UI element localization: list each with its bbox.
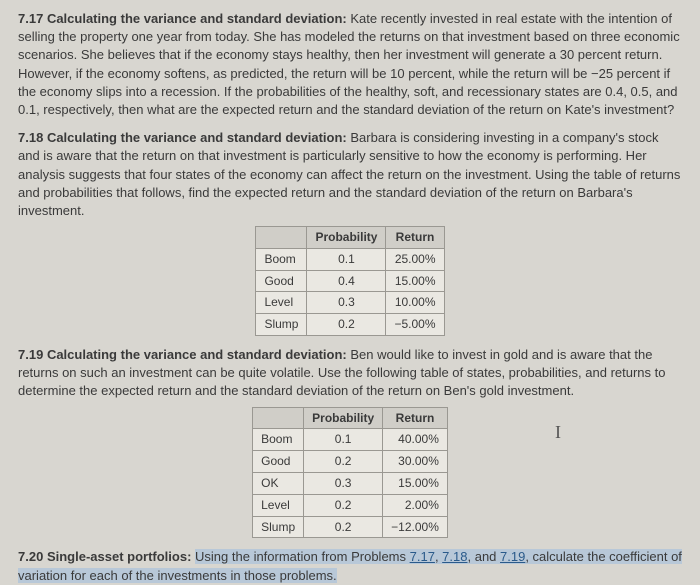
state-cell: Slump [253, 516, 304, 538]
table-header-probability: Probability [307, 227, 386, 249]
state-cell: Good [253, 451, 304, 473]
state-cell: Level [253, 494, 304, 516]
problem-720-text: 7.20 Single-asset portfolios: Using the … [18, 548, 682, 584]
return-cell: 10.00% [386, 292, 444, 314]
prob-cell: 0.2 [304, 451, 383, 473]
table-header-blank [253, 407, 304, 429]
return-cell: 40.00% [383, 429, 448, 451]
state-cell: Slump [256, 314, 307, 336]
problem-number: 7.19 [18, 347, 43, 362]
return-cell: 15.00% [383, 473, 448, 495]
table-row: Good 0.2 30.00% [253, 451, 448, 473]
problem-number: 7.18 [18, 130, 43, 145]
problem-719-text: 7.19 Calculating the variance and standa… [18, 346, 682, 401]
text-cursor-icon: I [555, 420, 561, 445]
table-header-probability: Probability [304, 407, 383, 429]
prob-cell: 0.2 [307, 314, 386, 336]
return-cell: −12.00% [383, 516, 448, 538]
table-718: Probability Return Boom 0.1 25.00% Good … [255, 226, 444, 336]
return-cell: −5.00% [386, 314, 444, 336]
problem-body: Kate recently invested in real estate wi… [18, 11, 680, 117]
prob-cell: 0.2 [304, 516, 383, 538]
prob-cell: 0.3 [307, 292, 386, 314]
prob-cell: 0.4 [307, 270, 386, 292]
prob-cell: 0.2 [304, 494, 383, 516]
table-row: Boom 0.1 25.00% [256, 248, 444, 270]
problem-718-text: 7.18 Calculating the variance and standa… [18, 129, 682, 220]
problem-717: 7.17 Calculating the variance and standa… [18, 10, 682, 119]
prob-cell: 0.1 [304, 429, 383, 451]
state-cell: Good [256, 270, 307, 292]
return-cell: 25.00% [386, 248, 444, 270]
problem-719: 7.19 Calculating the variance and standa… [18, 346, 682, 538]
table-row: Good 0.4 15.00% [256, 270, 444, 292]
problem-title: Calculating the variance and standard de… [47, 347, 347, 362]
return-cell: 15.00% [386, 270, 444, 292]
problem-title: Calculating the variance and standard de… [47, 130, 347, 145]
state-cell: Boom [256, 248, 307, 270]
return-cell: 2.00% [383, 494, 448, 516]
table-header-blank [256, 227, 307, 249]
table-header-row: Probability Return [256, 227, 444, 249]
table-row: Slump 0.2 −5.00% [256, 314, 444, 336]
prob-cell: 0.3 [304, 473, 383, 495]
table-row: OK 0.3 15.00% [253, 473, 448, 495]
prob-cell: 0.1 [307, 248, 386, 270]
table-row: Slump 0.2 −12.00% [253, 516, 448, 538]
return-cell: 30.00% [383, 451, 448, 473]
table-row: Boom 0.1 40.00% [253, 429, 448, 451]
table-header-return: Return [383, 407, 448, 429]
problem-720: 7.20 Single-asset portfolios: Using the … [18, 548, 682, 584]
state-cell: OK [253, 473, 304, 495]
state-cell: Level [256, 292, 307, 314]
problem-title: Calculating the variance and standard de… [47, 11, 347, 26]
table-header-row: Probability Return [253, 407, 448, 429]
problem-717-text: 7.17 Calculating the variance and standa… [18, 10, 682, 119]
table-header-return: Return [386, 227, 444, 249]
problem-718: 7.18 Calculating the variance and standa… [18, 129, 682, 336]
table-719: Probability Return Boom 0.1 40.00% Good … [252, 407, 448, 539]
state-cell: Boom [253, 429, 304, 451]
problem-number: 7.17 [18, 11, 43, 26]
table-row: Level 0.3 10.00% [256, 292, 444, 314]
table-row: Level 0.2 2.00% [253, 494, 448, 516]
